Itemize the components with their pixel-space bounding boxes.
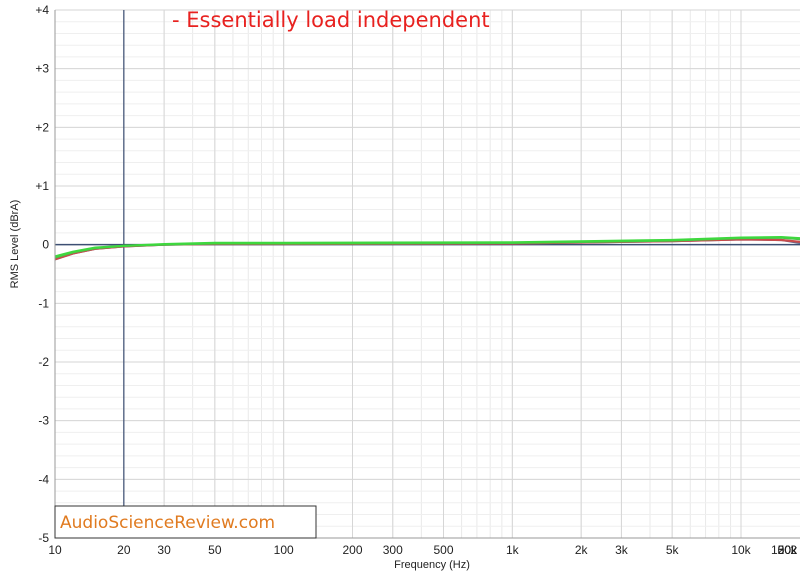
y-tick-label: -5 [38, 531, 49, 545]
y-tick-label: +3 [35, 62, 49, 76]
y-tick-label: +4 [35, 3, 49, 17]
y-tick-label: -3 [38, 414, 49, 428]
watermark: AudioScienceReview.com [54, 505, 317, 539]
x-tick-label: 20 [117, 543, 131, 557]
x-tick-labels: 10 20 30 50 100 200 300 500 1k 2k 3k 5k 10k 20k30k50k… [48, 543, 798, 557]
x-tick-label: 100 [274, 543, 294, 557]
x-tick-label: 2 [790, 543, 797, 557]
x-tick-label: 50k [778, 543, 798, 557]
y-tick-label: +2 [35, 120, 49, 134]
watermark-box [54, 505, 317, 539]
x-tick-label: 300 [383, 543, 403, 557]
y-axis-title: RMS Level (dBrA) [9, 200, 21, 289]
x-tick-label: 500 [433, 543, 453, 557]
x-tick-label: 20k [778, 543, 798, 557]
x-tick-label: 2k [575, 543, 589, 557]
x-tick-label: 10 [48, 543, 62, 557]
y-tick-label: 0 [42, 238, 49, 252]
y-tick-label: -2 [38, 355, 49, 369]
x-tick-label: 50 [208, 543, 222, 557]
series-line-4 [54, 235, 800, 258]
plot-background [55, 10, 800, 538]
x-tick-label: 30 [157, 543, 171, 557]
chart-annotation: - Essentially load independent [172, 8, 490, 32]
x-tick-label: 30k [778, 543, 798, 557]
x-tick-label: 5k [666, 543, 680, 557]
x-tick-label: 1k [506, 543, 520, 557]
series-layer [54, 235, 800, 261]
x-tick-label: 200 [342, 543, 362, 557]
y-tick-label: -4 [38, 472, 49, 486]
x-tick-label: 3k [615, 543, 629, 557]
y-tick-label: -1 [38, 296, 49, 310]
x-tick-label: 100k [771, 543, 798, 557]
y-tick-label: +1 [35, 179, 49, 193]
x-axis-title: Frequency (Hz) [394, 559, 470, 571]
watermark-text: AudioScienceReview.com [60, 513, 275, 533]
x-tick-label: 10k [731, 543, 751, 557]
y-tick-labels: +4 +3 +2 +1 0 -1 -2 -3 -4 -5 [35, 3, 49, 545]
